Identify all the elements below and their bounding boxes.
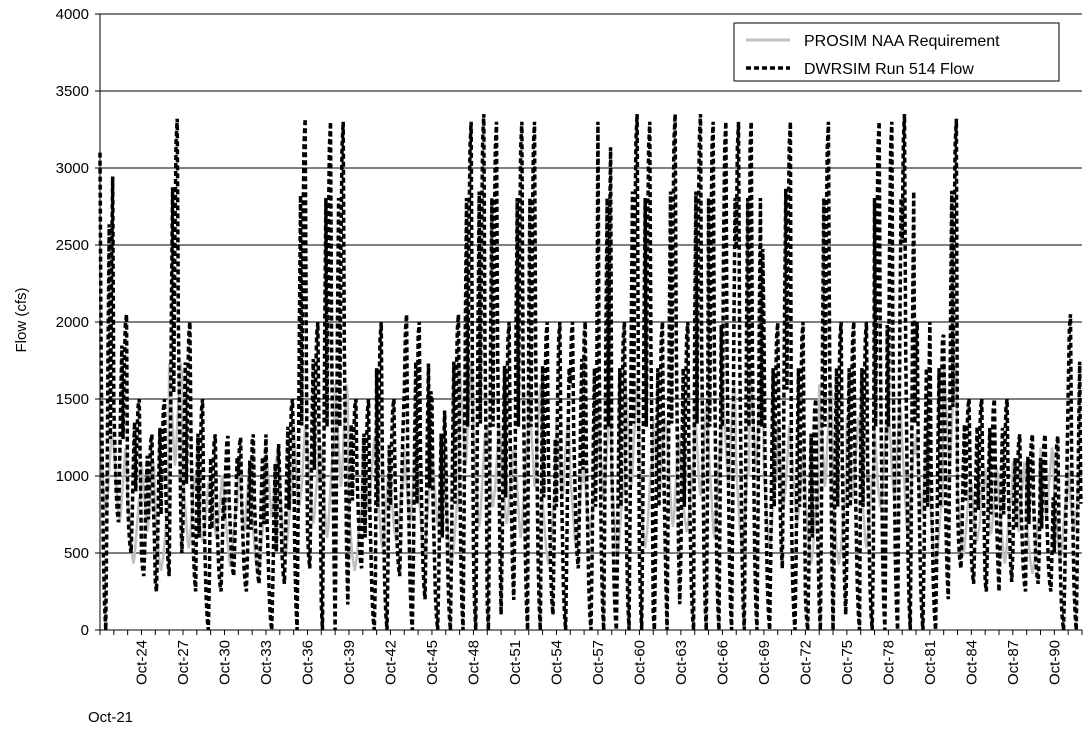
series-lines bbox=[98, 114, 1083, 631]
x-tick-label: Oct-66 bbox=[714, 640, 731, 685]
x-tick-label: Oct-57 bbox=[590, 640, 607, 685]
x-first-label: Oct-21 bbox=[88, 709, 133, 726]
x-tick-label: Oct-45 bbox=[424, 640, 441, 685]
x-tick-label: Oct-69 bbox=[756, 640, 773, 685]
x-tick-label: Oct-72 bbox=[797, 640, 814, 685]
x-tick-label: Oct-87 bbox=[1005, 640, 1022, 685]
series-prosim-naa-requirement bbox=[98, 362, 1083, 575]
y-tick-label: 3000 bbox=[56, 160, 89, 177]
x-tick-label: Oct-33 bbox=[258, 640, 275, 685]
y-tick-label: 0 bbox=[81, 622, 89, 639]
x-tick-label: Oct-48 bbox=[465, 640, 482, 685]
x-tick-label: Oct-51 bbox=[507, 640, 524, 685]
y-tick-label: 500 bbox=[64, 545, 89, 562]
legend: PROSIM NAA Requirement DWRSIM Run 514 Fl… bbox=[733, 22, 1060, 82]
y-axis-title: Flow (cfs) bbox=[13, 288, 30, 353]
x-tick-label: Oct-54 bbox=[548, 640, 565, 685]
legend-label-prosim: PROSIM NAA Requirement bbox=[804, 33, 1000, 50]
x-tick-label: Oct-39 bbox=[341, 640, 358, 685]
x-tick-label: Oct-27 bbox=[175, 640, 192, 685]
x-tick-label: Oct-63 bbox=[673, 640, 690, 685]
x-tick-label: Oct-36 bbox=[299, 640, 316, 685]
legend-label-dwrsim: DWRSIM Run 514 Flow bbox=[804, 61, 974, 78]
legend-box bbox=[733, 22, 1060, 82]
y-tick-label: 2000 bbox=[56, 314, 89, 331]
x-tick-label: Oct-24 bbox=[133, 640, 150, 685]
x-tick-label: Oct-60 bbox=[631, 640, 648, 685]
y-tick-label: 1000 bbox=[56, 468, 89, 485]
y-tick-label: 3500 bbox=[56, 83, 89, 100]
gridlines bbox=[100, 13, 1082, 554]
x-tick-label: Oct-90 bbox=[1046, 640, 1063, 685]
y-tick-label: 4000 bbox=[56, 6, 89, 23]
x-tick-label: Oct-78 bbox=[880, 640, 897, 685]
axes: 0 500 1000 1500 2000 2500 3000 3500 4000 Oct-24 Oc… bbox=[56, 6, 1083, 685]
x-tick-label: Oct-84 bbox=[963, 640, 980, 685]
y-tick-label: 1500 bbox=[56, 391, 89, 408]
x-tick-label: Oct-75 bbox=[839, 640, 856, 685]
x-tick-label: Oct-42 bbox=[382, 640, 399, 685]
y-tick-label: 2500 bbox=[56, 237, 89, 254]
series-dwrsim-run-514-flow bbox=[98, 114, 1083, 631]
x-tick-label: Oct-81 bbox=[922, 640, 939, 685]
x-tick-label: Oct-30 bbox=[216, 640, 233, 685]
